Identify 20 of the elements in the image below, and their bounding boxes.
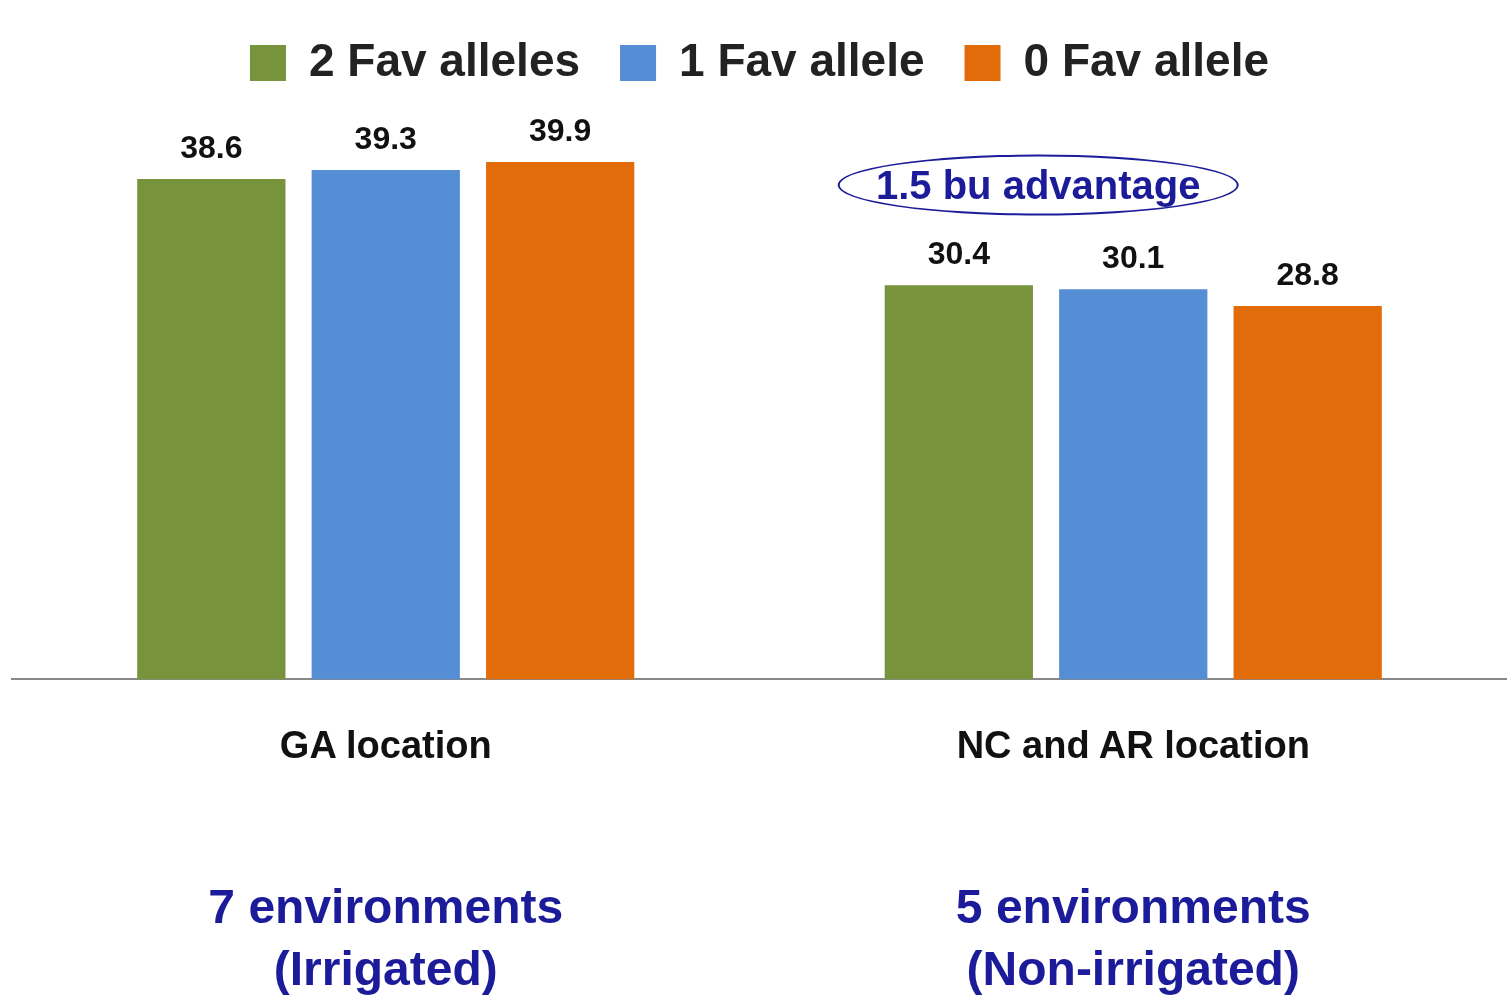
data-label: 30.4 <box>927 235 991 272</box>
x-tick-label: GA location <box>279 723 492 766</box>
data-label: 28.8 <box>1276 255 1339 292</box>
bar <box>1233 306 1382 680</box>
text: 7 environments (Irrigated) <box>208 880 564 996</box>
x-tick-label: NC and AR location <box>956 723 1310 766</box>
data-label: 39.9 <box>529 111 592 148</box>
bar <box>137 178 286 680</box>
legend-label: 2 Fav alleles <box>308 33 581 86</box>
data-label: 38.6 <box>180 128 243 165</box>
data-label: 39.3 <box>354 119 417 156</box>
legend-label: 0 Fav allele <box>1023 33 1270 86</box>
text: 5 environments (Non-irrigated) <box>955 880 1311 996</box>
bar <box>1059 289 1208 680</box>
legend-label: 1 Fav allele <box>679 33 925 86</box>
bar <box>486 162 635 680</box>
data-label: 30.1 <box>1102 239 1165 275</box>
ellipse-outline: 1.5 bu advantage <box>837 154 1239 216</box>
bar <box>884 285 1033 680</box>
bar <box>311 169 460 680</box>
